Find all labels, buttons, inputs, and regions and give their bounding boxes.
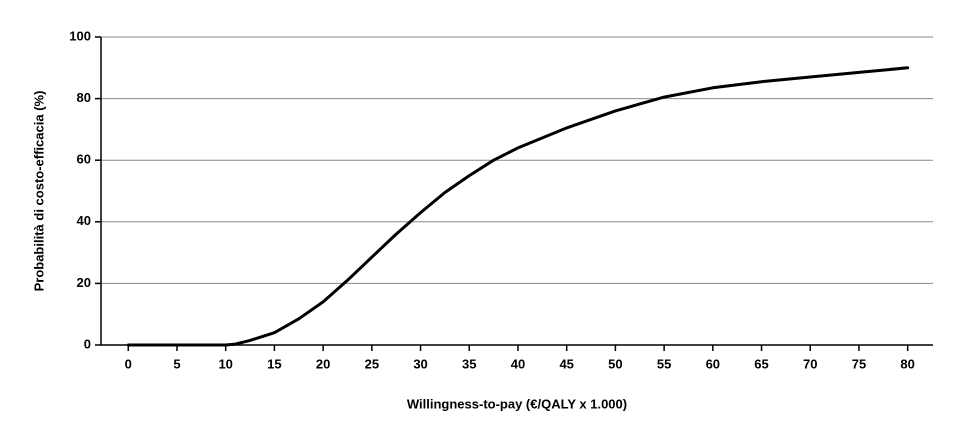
y-tick-label: 100	[69, 28, 91, 43]
y-tick-label: 80	[77, 90, 91, 105]
x-tick-label: 35	[462, 356, 476, 371]
y-axis-label: Probabilità di costo-efficacia (%)	[31, 91, 46, 292]
x-tick-label: 0	[125, 356, 132, 371]
x-tick-label: 75	[852, 356, 866, 371]
x-tick-label: 25	[365, 356, 379, 371]
x-tick-label: 40	[511, 356, 525, 371]
x-tick-label: 70	[803, 356, 817, 371]
x-axis-label: Willingness-to-pay (€/QALY x 1.000)	[407, 396, 627, 411]
x-tick-label: 55	[657, 356, 671, 371]
y-tick-label: 60	[77, 152, 91, 167]
y-tick-label: 20	[77, 275, 91, 290]
x-tick-label: 60	[706, 356, 720, 371]
curve	[126, 66, 910, 347]
x-tick-label: 15	[267, 356, 281, 371]
x-tick-label: 50	[608, 356, 622, 371]
y-tick-label: 40	[77, 213, 91, 228]
x-tick-label: 30	[413, 356, 427, 371]
x-tick-label: 65	[754, 356, 768, 371]
x-tick-label: 80	[900, 356, 914, 371]
y-tick-label: 0	[84, 336, 91, 351]
x-tick-label: 20	[316, 356, 330, 371]
x-tick-label: 5	[173, 356, 180, 371]
x-tick-label: 45	[559, 356, 573, 371]
x-tick-label: 10	[218, 356, 232, 371]
